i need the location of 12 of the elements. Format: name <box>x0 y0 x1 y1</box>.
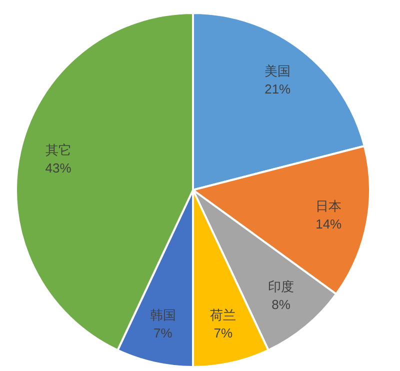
slice-label: 日本 <box>316 198 342 214</box>
data-label: 8% <box>272 296 291 312</box>
data-label: 7% <box>153 325 173 340</box>
slice-label: 韩国 <box>150 307 176 322</box>
data-label: 7% <box>214 325 233 340</box>
slice-label: 其它 <box>45 142 72 158</box>
slice-label: 美国 <box>264 63 291 78</box>
slice-label: 荷兰 <box>210 307 236 322</box>
data-label: 43% <box>45 160 72 176</box>
data-label: 14% <box>316 216 342 232</box>
slice-label: 印度 <box>268 278 294 294</box>
data-label: 21% <box>264 81 292 96</box>
